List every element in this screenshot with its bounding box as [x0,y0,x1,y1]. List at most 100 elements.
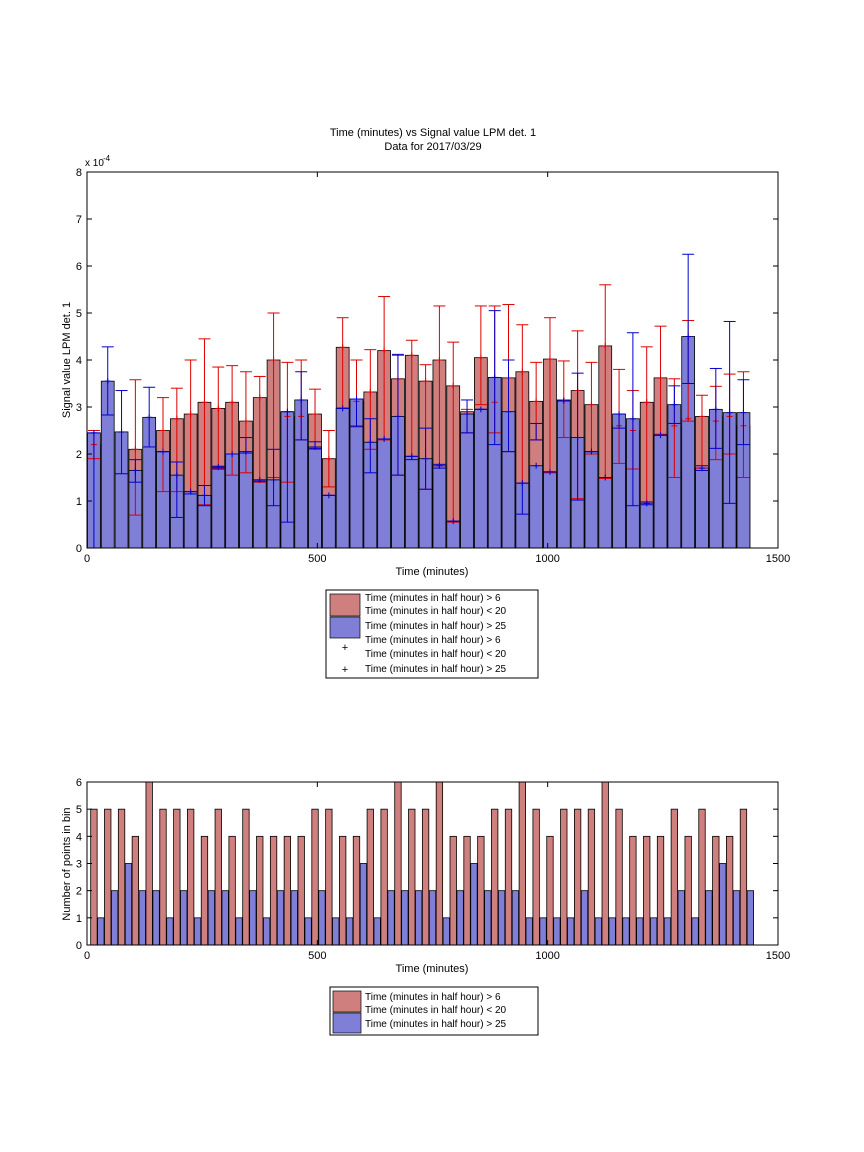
bar-group-b [335,408,350,549]
error-bar-group-b [474,406,487,413]
count-bar-group-a [380,808,388,946]
error-bar-group-b [239,437,252,455]
count-bar-group-b [235,917,243,946]
legend: Time (minutes in half hour) > 6 Time (mi… [325,589,539,679]
count-bar-group-b [221,890,229,946]
count-bar-group-b [691,917,699,946]
y-tick-label: 5 [76,308,82,320]
count-bar-group-b [705,890,713,946]
error-bar-group-b [695,465,708,472]
legend-entry-b: Time (minutes in half hour) > 25 [365,1019,507,1030]
count-bar-group-b [401,890,409,946]
count-bar-group-b [428,890,437,946]
count-bar-group-a [242,808,250,946]
count-bar-group-a [435,781,444,946]
error-bar-group-a [239,371,252,474]
error-bar-group-b [143,386,156,448]
error-bar-group-b [461,399,474,434]
legend-entry-a-line1: Time (minutes in half hour) > 6 [365,992,501,1003]
bar-group-b [584,451,599,549]
error-bar-group-b [391,353,404,476]
count-bar-group-b [580,890,589,946]
y-tick-label: 8 [76,167,82,179]
count-bar-group-a [90,808,98,946]
y-axis-label: Number of points in bin [61,807,73,920]
plot-area [90,781,754,946]
count-bar-group-a [504,808,513,946]
count-bar-group-b [415,890,423,946]
count-bar-group-b [497,890,506,946]
error-bar-group-a [129,379,142,516]
bar-group-b [529,465,543,549]
count-bar-group-a [560,808,568,946]
y-tick-label: 6 [76,261,82,273]
plot-area [87,253,751,549]
count-bar-group-a [339,835,347,946]
error-bar-group-b [309,441,322,450]
count-bar-group-b [290,890,298,946]
error-bar-group-b [488,310,501,446]
bar-group-b [308,446,322,549]
count-bar-group-a [421,808,430,946]
count-bar-group-b [193,917,202,946]
y-tick-label: 4 [76,831,82,843]
error-bar-group-b [543,468,556,475]
count-bar-group-a [670,808,678,946]
x-tick-label: 0 [84,553,90,565]
count-bar-group-b [152,890,160,946]
y-tick-label: 7 [76,214,82,226]
bar-group-b [377,438,391,549]
legend-entry-c-line1: Time (minutes in half hour) > 6 [365,635,501,646]
legend-entry-a-line1: Time (minutes in half hour) > 6 [365,593,501,604]
bar-group-b [183,491,198,549]
error-bar-group-b [364,418,377,474]
count-bar-group-b [470,863,478,946]
count-bar-group-a [546,835,554,946]
count-bar-group-b [608,917,616,946]
count-bar-group-a [394,781,402,946]
error-bar-group-b [447,518,460,525]
count-bar-group-b [318,890,326,946]
x-tick-label: 1500 [766,950,790,962]
count-bar-group-a [739,808,748,946]
bar-group-b [322,494,336,549]
error-bar-group-b [115,390,128,475]
legend: Time (minutes in half hour) > 6 Time (mi… [329,986,539,1036]
count-bar-group-a [518,781,526,946]
error-bar-group-b [336,405,349,412]
legend-swatch-a [329,593,361,617]
error-bar-group-a [516,324,529,484]
count-bar-group-b [332,917,340,946]
error-bar-group-b [322,492,335,499]
y-tick-label: 1 [76,913,82,925]
error-bar-group-b [198,484,211,507]
count-bar-group-b [746,890,754,946]
bar-group-b [598,477,613,549]
error-bar-group-b [419,427,432,490]
x-tick-label: 0 [84,950,90,962]
count-bar-group-b [649,917,658,946]
bar-group-b [446,520,461,549]
x-axis-label: Time (minutes) [396,963,469,975]
count-bar-group-b [207,890,216,946]
error-bar-group-b [682,253,695,384]
error-bar-group-b [723,320,736,504]
y-tick-label: 0 [76,543,82,555]
y-tick-label: 3 [76,402,82,414]
count-bar-group-b [97,917,105,946]
error-bar-group-b [737,379,750,446]
error-bar-group-b [129,459,142,483]
count-bar-group-a [726,835,734,946]
error-bar-group-b [530,422,543,469]
error-bar-group-b [295,371,308,441]
error-bar-group-b [502,359,515,453]
error-bar-group-a [474,305,487,406]
legend-entry-c-line2: Time (minutes in half hour) < 20 [365,649,507,660]
y-tick-label: 2 [76,449,82,461]
y-exponent-base: x 10 [85,158,104,169]
count-bar-group-b [553,917,561,946]
error-bar-group-b [613,411,626,429]
legend-marker-a: + [342,642,348,654]
bar-group-b [460,413,474,549]
